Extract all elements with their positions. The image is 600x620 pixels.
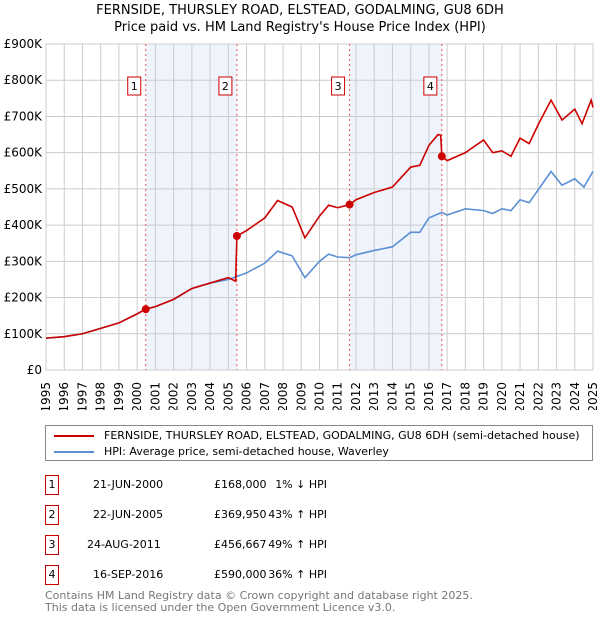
sale-date: 16-SEP-2016 (93, 568, 164, 581)
x-tick-label: 2016 (422, 382, 436, 410)
sale-price: £369,950 (214, 508, 267, 521)
sale-label-box (331, 76, 346, 96)
sale-label-3: 3 (331, 76, 346, 96)
x-tick-label: 2014 (385, 382, 399, 410)
x-tick-label: 2024 (568, 382, 582, 410)
footer-copyright: Contains HM Land Registry data © Crown c… (45, 589, 473, 602)
x-tick-label: 2000 (130, 382, 144, 410)
legend-label-property: FERNSIDE, THURSLEY ROAD, ELSTEAD, GODALM… (104, 429, 580, 442)
x-tick-label: 2006 (240, 382, 254, 410)
sale-period-shade (145, 44, 237, 370)
sale-hpi-diff: 36% ↑ HPI (268, 568, 327, 581)
sale-point (437, 152, 446, 161)
x-tick-label: 2012 (349, 382, 363, 410)
sale-label-2: 2 (218, 76, 233, 96)
sale-price: £168,000 (214, 478, 267, 491)
x-tick-label: 2010 (313, 382, 327, 410)
legend-item-property: FERNSIDE, THURSLEY ROAD, ELSTEAD, GODALM… (54, 429, 580, 442)
x-tick-label: 1999 (112, 382, 126, 410)
sale-number-badge: 2 (45, 505, 59, 525)
sale-label-1: 1 (127, 76, 142, 96)
x-tick-label: 1996 (57, 382, 71, 410)
sale-label-4: 4 (423, 76, 438, 96)
x-tick-label: 2025 (586, 382, 600, 410)
y-tick-label: £800K (4, 73, 44, 87)
x-tick-label: 2023 (550, 382, 564, 410)
x-tick-label: 2021 (513, 382, 527, 410)
sale-hpi-diff: 43% ↑ HPI (268, 508, 327, 521)
sale-price: £590,000 (214, 568, 267, 581)
sale-label-number: 4 (427, 80, 434, 93)
plot-frame (45, 43, 594, 371)
sale-number-badge: 3 (45, 535, 59, 555)
sale-label-number: 3 (335, 80, 342, 93)
sale-hpi-diff: 49% ↑ HPI (268, 538, 327, 551)
sale-period-shade (349, 44, 442, 370)
y-tick-label: £500K (4, 182, 44, 196)
footer-licence: This data is licensed under the Open Gov… (45, 601, 396, 614)
x-tick-label: 2008 (276, 382, 290, 410)
y-tick-label: £0 (27, 363, 42, 377)
x-tick-label: 2001 (148, 382, 162, 410)
sale-price: £456,667 (214, 538, 267, 551)
x-tick-label: 2011 (331, 382, 345, 410)
x-tick-label: 2015 (404, 382, 418, 410)
y-tick-label: £600K (4, 146, 44, 160)
x-tick-label: 2013 (367, 382, 381, 410)
price-chart: £0 £100K £200K £300K £400K £500K £600K £700K £80… (4, 37, 600, 410)
sale-label-box (423, 76, 438, 96)
legend-label-hpi: HPI: Average price, semi-detached house,… (104, 445, 389, 458)
sale-label-number: 2 (222, 80, 229, 93)
sale-point (232, 231, 241, 240)
sale-date: 21-JUN-2000 (93, 478, 164, 491)
y-tick-label: £200K (4, 291, 44, 305)
legend: FERNSIDE, THURSLEY ROAD, ELSTEAD, GODALM… (45, 425, 593, 461)
sale-number-badge: 1 (45, 475, 59, 495)
x-tick-label: 2003 (185, 382, 199, 410)
sale-label-box (127, 76, 142, 96)
x-tick-label: 2007 (258, 382, 272, 410)
sale-number-badge: 4 (45, 565, 59, 585)
sale-point (345, 200, 354, 209)
x-tick-label: 1997 (75, 382, 89, 410)
x-tick-label: 2002 (167, 382, 181, 410)
y-tick-label: £400K (4, 218, 44, 232)
sale-label-box (218, 76, 233, 96)
x-tick-label: 2017 (440, 382, 454, 410)
y-tick-label: £300K (4, 254, 44, 268)
x-tick-label: 2020 (495, 382, 509, 410)
x-tick-label: 2005 (221, 382, 235, 410)
legend-item-hpi: HPI: Average price, semi-detached house,… (54, 445, 389, 458)
x-tick-label: 1998 (94, 382, 108, 410)
x-tick-label: 1995 (39, 382, 53, 410)
y-tick-label: £900K (4, 37, 44, 51)
sale-label-number: 1 (131, 80, 138, 93)
sale-date: 24-AUG-2011 (87, 538, 161, 551)
x-tick-label: 2019 (477, 382, 491, 410)
y-tick-label: £700K (4, 109, 44, 123)
legend-swatch-property (54, 434, 94, 437)
legend-swatch-hpi (54, 450, 94, 453)
chart-title: FERNSIDE, THURSLEY ROAD, ELSTEAD, GODALM… (96, 3, 504, 18)
y-tick-label: £100K (4, 327, 44, 341)
sale-point (141, 305, 150, 314)
x-tick-label: 2022 (531, 382, 545, 410)
sale-hpi-diff: 1% ↓ HPI (275, 478, 327, 491)
x-tick-label: 2004 (203, 382, 217, 410)
sale-date: 22-JUN-2005 (93, 508, 164, 521)
chart-subtitle: Price paid vs. HM Land Registry's House … (114, 20, 486, 35)
property-series-line (45, 97, 594, 339)
x-tick-label: 2018 (458, 382, 472, 410)
x-tick-label: 2009 (294, 382, 308, 410)
